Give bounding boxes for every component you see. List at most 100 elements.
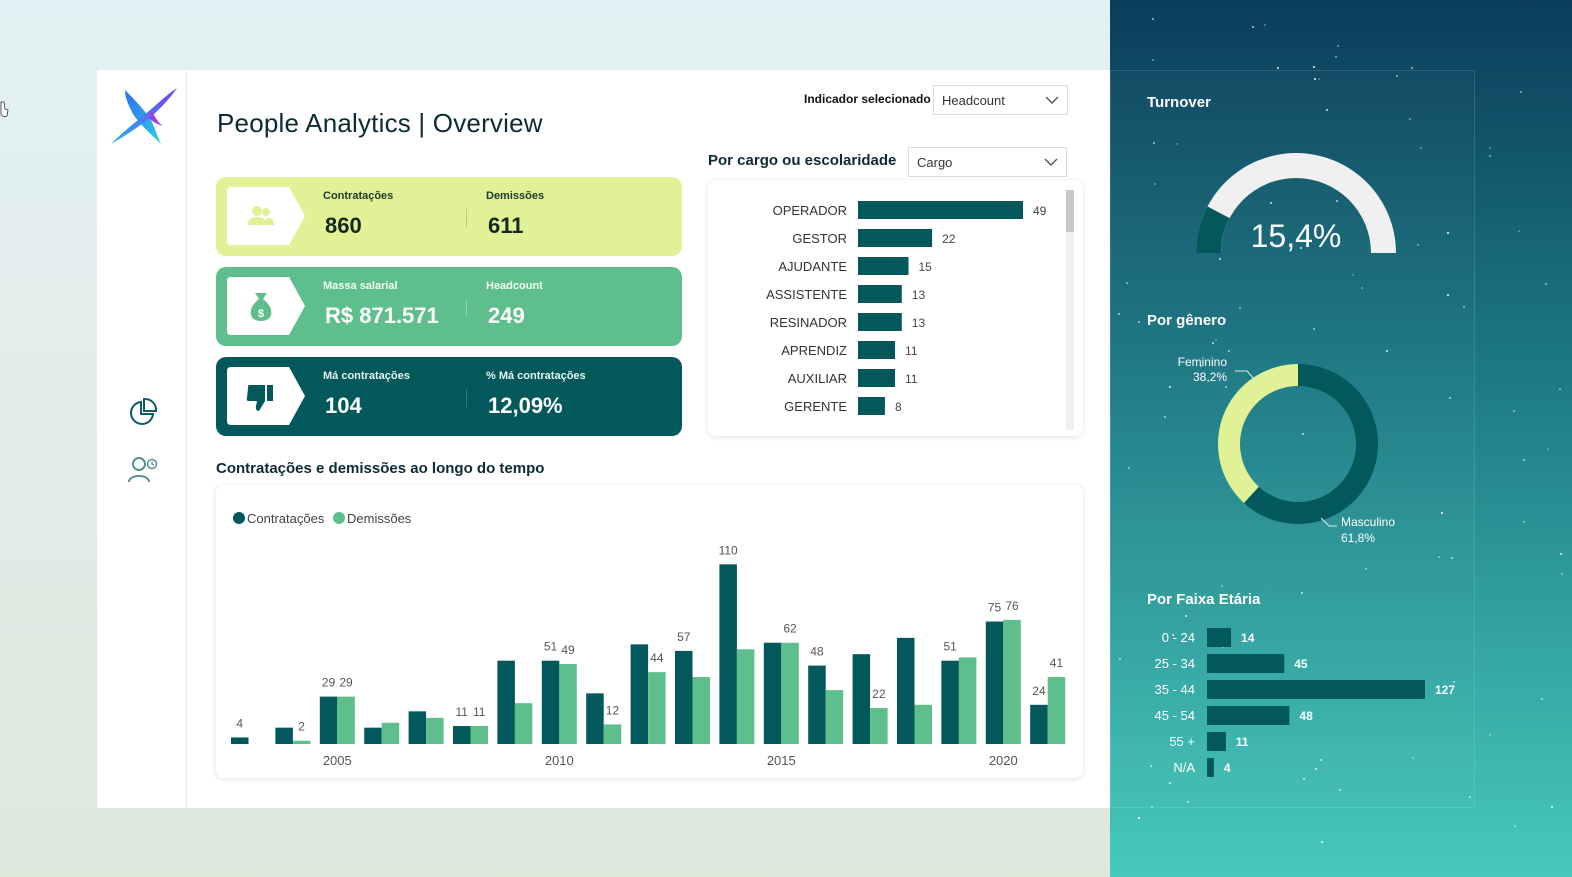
age-title: Por Faixa Etária [1147, 591, 1261, 608]
cargo-category-label: GESTOR [792, 231, 847, 246]
bar-demissoes[interactable] [781, 642, 799, 744]
star [1312, 328, 1315, 331]
cargo-bar[interactable] [858, 285, 902, 303]
kpi-card-hiring: Contratações 860 Demissões 611 [216, 177, 682, 256]
right-panel-background [1110, 0, 1572, 877]
user-clock-icon[interactable] [127, 454, 159, 486]
right-panel: Turnover 15,4% Por gênero Feminino 38,2% M… [1110, 70, 1475, 808]
bar-contratacoes[interactable] [364, 727, 382, 744]
bar-demissoes[interactable] [381, 722, 400, 744]
age-bar[interactable] [1207, 706, 1290, 725]
bar-demissoes[interactable] [870, 708, 888, 744]
chevron-down-icon [1044, 158, 1058, 166]
star [1118, 657, 1121, 660]
bar-demissoes[interactable] [648, 672, 666, 744]
age-bar[interactable] [1207, 654, 1285, 673]
pie-chart-icon[interactable] [127, 396, 159, 428]
bar-contratacoes[interactable] [763, 642, 782, 744]
donut-category-label: Masculino [1341, 515, 1395, 529]
star [1151, 18, 1154, 21]
bar-contratacoes[interactable] [1030, 704, 1048, 744]
data-label-contratacoes: 29 [322, 676, 336, 690]
bar-contratacoes[interactable] [719, 564, 737, 744]
bar-contratacoes[interactable] [897, 637, 915, 744]
bar-contratacoes[interactable] [852, 654, 871, 744]
bar-demissoes[interactable] [603, 724, 622, 744]
donut-slice-feminino[interactable] [1218, 364, 1298, 504]
age-category-label: 0 - 24 [1162, 630, 1195, 645]
star [1150, 764, 1153, 767]
star [1446, 232, 1449, 235]
bar-demissoes[interactable] [914, 704, 933, 744]
bar-contratacoes[interactable] [985, 621, 1004, 745]
data-label-contratacoes: 75 [988, 601, 1002, 615]
bar-contratacoes[interactable] [586, 693, 604, 744]
cargo-bar[interactable] [858, 313, 902, 331]
bar-demissoes[interactable] [692, 677, 711, 744]
bar-contratacoes[interactable] [408, 711, 427, 744]
age-value-label: 14 [1241, 631, 1255, 645]
star [1220, 584, 1223, 587]
bar-contratacoes[interactable] [808, 665, 826, 744]
gauge-fill[interactable] [1196, 206, 1230, 253]
age-bar[interactable] [1207, 732, 1226, 751]
star [1334, 55, 1337, 58]
bar-demissoes[interactable] [559, 663, 577, 744]
data-label-contratacoes: 51 [943, 640, 957, 654]
star [1448, 396, 1451, 399]
age-bar[interactable] [1207, 680, 1425, 699]
bar-contratacoes[interactable] [453, 726, 471, 744]
donut-value-label: 38,2% [1193, 370, 1227, 384]
star [1302, 777, 1305, 780]
scrollbar-track[interactable] [1066, 190, 1074, 430]
donut-slice-masculino[interactable] [1243, 364, 1378, 524]
scrollbar-thumb[interactable] [1066, 190, 1074, 232]
cargo-bar[interactable] [858, 201, 1023, 219]
kpi-value: R$ 871.571 [325, 303, 439, 328]
bar-demissoes[interactable] [470, 726, 489, 744]
star [1118, 313, 1121, 315]
bar-contratacoes[interactable] [541, 660, 560, 744]
bar-contratacoes[interactable] [497, 660, 515, 744]
bar-contratacoes[interactable] [630, 644, 649, 744]
bar-demissoes[interactable] [426, 717, 444, 744]
bar-demissoes[interactable] [1003, 619, 1021, 744]
age-bar[interactable] [1207, 758, 1214, 777]
cargo-bar[interactable] [858, 397, 885, 415]
data-label-demissoes: 76 [1005, 599, 1019, 613]
star [1299, 247, 1302, 250]
bar-contratacoes[interactable] [941, 660, 959, 744]
donut-category-label: Feminino [1178, 355, 1228, 369]
bar-demissoes[interactable] [514, 703, 533, 744]
cargo-value-label: 22 [942, 232, 956, 246]
bar-demissoes[interactable] [1047, 677, 1066, 744]
age-value-label: 11 [1236, 735, 1249, 749]
star [1326, 108, 1329, 111]
data-label-demissoes: 22 [872, 687, 886, 701]
cargo-category-label: RESINADOR [770, 315, 847, 330]
indicator-dropdown[interactable]: Headcount [933, 85, 1068, 115]
x-tick-label: 2020 [989, 753, 1018, 768]
bar-contratacoes[interactable] [319, 696, 338, 744]
bar-demissoes[interactable] [825, 690, 844, 744]
bar-demissoes[interactable] [337, 696, 355, 744]
bar-demissoes[interactable] [736, 649, 755, 744]
bar-demissoes[interactable] [292, 740, 311, 744]
bar-contratacoes[interactable] [675, 650, 693, 744]
cargo-dropdown[interactable]: Cargo [908, 147, 1067, 177]
cargo-value-label: 13 [912, 316, 926, 330]
leader-line [1320, 517, 1337, 527]
cargo-bar[interactable] [858, 229, 933, 247]
star [1512, 409, 1515, 412]
kpi-label: Demissões [486, 190, 545, 202]
cargo-bar[interactable] [858, 369, 896, 387]
star [1336, 200, 1339, 203]
cargo-bar[interactable] [858, 341, 896, 359]
age-bar[interactable] [1207, 628, 1232, 647]
bar-demissoes[interactable] [958, 657, 977, 744]
cargo-bar[interactable] [858, 257, 909, 275]
bar-contratacoes[interactable] [231, 737, 249, 744]
bar-contratacoes[interactable] [275, 727, 293, 744]
